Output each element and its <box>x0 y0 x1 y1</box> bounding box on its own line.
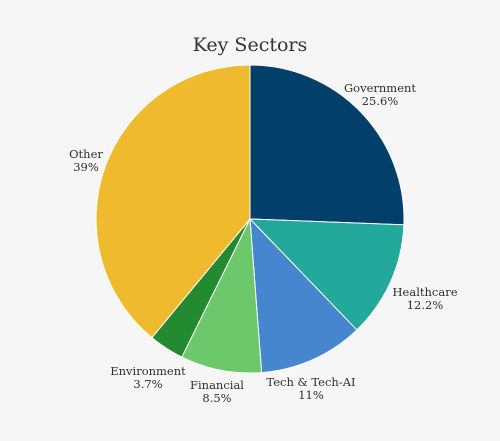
slice-label: Financial 8.5% <box>190 378 244 405</box>
slice-label-name: Other <box>69 147 103 161</box>
slice-label-name: Financial <box>190 378 244 392</box>
slice-label-name: Environment <box>110 364 186 378</box>
pie-slice-government <box>249 64 405 226</box>
slice-label-name: Tech & Tech-AI <box>266 375 355 389</box>
slice-label: Government 25.6% <box>344 81 416 108</box>
pie-slice-tech-tech-ai <box>249 217 358 374</box>
slice-label: Healthcare 12.2% <box>393 285 458 312</box>
chart-title: Key Sectors <box>193 34 308 56</box>
pie-slices <box>95 64 405 374</box>
slice-label-name: Government <box>344 81 416 95</box>
slice-label-value: 25.6% <box>362 94 399 108</box>
pie-slice-healthcare <box>248 218 405 331</box>
slice-label-value: 8.5% <box>202 391 231 405</box>
slice-label: Tech & Tech-AI 11% <box>266 375 355 402</box>
slice-label-name: Healthcare <box>393 285 458 299</box>
slice-label: Environment 3.7% <box>110 364 186 391</box>
slice-label: Other 39% <box>69 147 103 174</box>
slice-label-value: 12.2% <box>407 298 444 312</box>
pie-labels: Government 25.6% Healthcare 12.2% Tech & Tec… <box>69 81 458 405</box>
slice-label-value: 11% <box>298 388 324 402</box>
pie-slice-other <box>95 64 251 339</box>
slice-label-value: 39% <box>73 160 99 174</box>
slice-label-value: 3.7% <box>133 377 162 391</box>
